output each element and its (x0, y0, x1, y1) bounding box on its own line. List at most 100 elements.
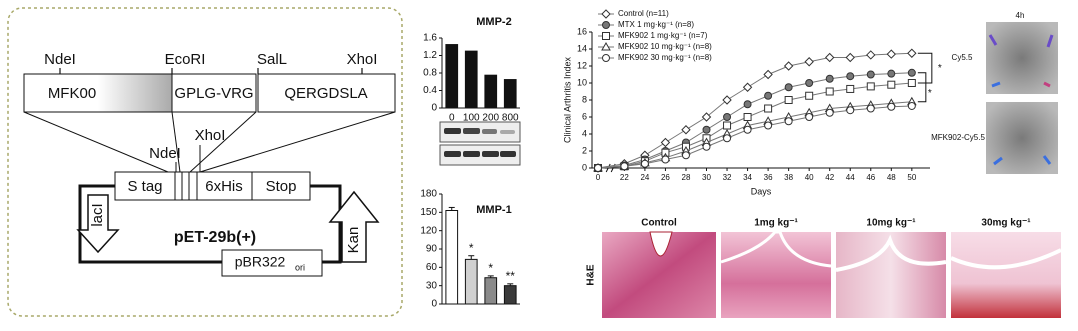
marker (887, 69, 896, 78)
bar (503, 79, 517, 109)
x-tick-label: 36 (764, 173, 773, 182)
marker (763, 69, 773, 80)
feature-box (251, 171, 311, 201)
legend-marker (602, 54, 610, 62)
legend-label: MFK902 10 mg·kg⁻¹ (n=8) (618, 42, 712, 51)
mouse-image (986, 22, 1058, 94)
imaging-panel: 4h Cy5.5 MFK902-Cy5.5 (931, 11, 1058, 174)
y-tick-label: 14 (577, 43, 587, 53)
marker (764, 91, 773, 100)
legend-label: MFK902 1 mg·kg⁻¹ (n=7) (618, 31, 708, 40)
marker (702, 142, 711, 151)
segment-label: QERGDSLA (284, 85, 367, 102)
kan-label: Kan (345, 227, 362, 254)
marker (907, 48, 917, 58)
marker (866, 82, 875, 91)
x-tick-label: 28 (682, 173, 691, 182)
y-axis-label: Clinical Arthritis Index (562, 56, 572, 143)
x-tick-label: 46 (866, 173, 875, 182)
y-tick-label: 4 (582, 128, 587, 138)
marker (681, 151, 690, 160)
marker (723, 134, 732, 143)
site-label: NdeI (149, 145, 181, 162)
y-tick-label: 0.4 (423, 85, 437, 96)
y-tick-label: 1.2 (423, 50, 437, 61)
bar (464, 258, 478, 305)
panel-label: 1mg kg⁻¹ (754, 218, 798, 229)
marker (887, 102, 896, 111)
joint-space (950, 248, 1062, 270)
marker (866, 50, 876, 60)
marker (825, 74, 834, 83)
x-tick-label: 22 (620, 173, 629, 182)
legend-marker (602, 21, 610, 29)
ori-sub: ori (295, 262, 305, 272)
marker (886, 49, 897, 59)
histology: H&E Control 1mg kg⁻¹ 10mg kg⁻¹ 30mg kg⁻¹ (586, 218, 1062, 318)
x-tick-label: 24 (640, 173, 649, 182)
segment-box (23, 73, 173, 113)
x-tick-label: 48 (887, 173, 896, 182)
site-label: NdeI (44, 51, 76, 68)
bar (503, 285, 517, 305)
y-tick-label: 0 (431, 299, 437, 310)
y-tick-label: 30 (426, 280, 438, 291)
plasmid-name: pET-29b(+) (174, 229, 256, 246)
y-tick-label: 10 (577, 77, 587, 87)
x-tick-label: 50 (907, 173, 916, 182)
bar (484, 74, 498, 109)
y-tick-label: 60 (426, 262, 438, 273)
laci-arrow (76, 194, 120, 254)
marker (845, 52, 855, 63)
ori-box (221, 249, 323, 277)
y-tick-label: 150 (420, 207, 437, 218)
histology-image (951, 232, 1061, 318)
panel-label: 10mg kg⁻¹ (866, 218, 916, 229)
bar (464, 50, 478, 109)
marker (846, 84, 855, 93)
y-tick-label: 0 (431, 103, 437, 114)
x-tick-label: 30 (702, 173, 711, 182)
panel-border (7, 7, 403, 317)
joint-space (720, 230, 832, 268)
marker (701, 112, 712, 122)
marker (907, 101, 916, 110)
marker (681, 125, 691, 135)
plasmid-backbone (78, 184, 342, 264)
segment-label: MFK00 (48, 85, 96, 102)
x-tick-label: 800 (502, 113, 519, 124)
feature-box (196, 171, 253, 201)
x-tick-label: 38 (784, 173, 793, 182)
y-tick-label: 6 (582, 111, 587, 121)
legend-marker (602, 32, 610, 40)
marker (620, 162, 629, 171)
feature-label: S tag (127, 178, 162, 195)
legend-label: Control (n=11) (618, 9, 669, 18)
bracket (917, 72, 927, 103)
marker (866, 104, 875, 113)
y-tick-label: 2 (582, 145, 587, 155)
marker (764, 104, 773, 113)
significance: * (938, 63, 942, 74)
segment-box (257, 73, 396, 113)
y-tick-label: 0.8 (423, 68, 437, 79)
marker (743, 113, 752, 121)
site-label: EcoRI (165, 51, 206, 68)
significance: * (928, 88, 932, 99)
segment-box (171, 73, 257, 113)
marker (846, 72, 855, 81)
y-tick-label: 120 (420, 225, 437, 236)
marker (805, 79, 814, 87)
ori-label: pBR322 (235, 254, 286, 270)
marker (784, 117, 793, 126)
marker (825, 87, 834, 96)
chart-title: MMP-1 (476, 204, 511, 216)
series-line (597, 72, 912, 169)
insert-box (174, 171, 198, 201)
joint-space (835, 234, 947, 272)
segment-label: GPLG-VRG (174, 85, 253, 102)
significance: * (469, 241, 474, 255)
marker (784, 83, 793, 92)
marker (723, 121, 732, 130)
